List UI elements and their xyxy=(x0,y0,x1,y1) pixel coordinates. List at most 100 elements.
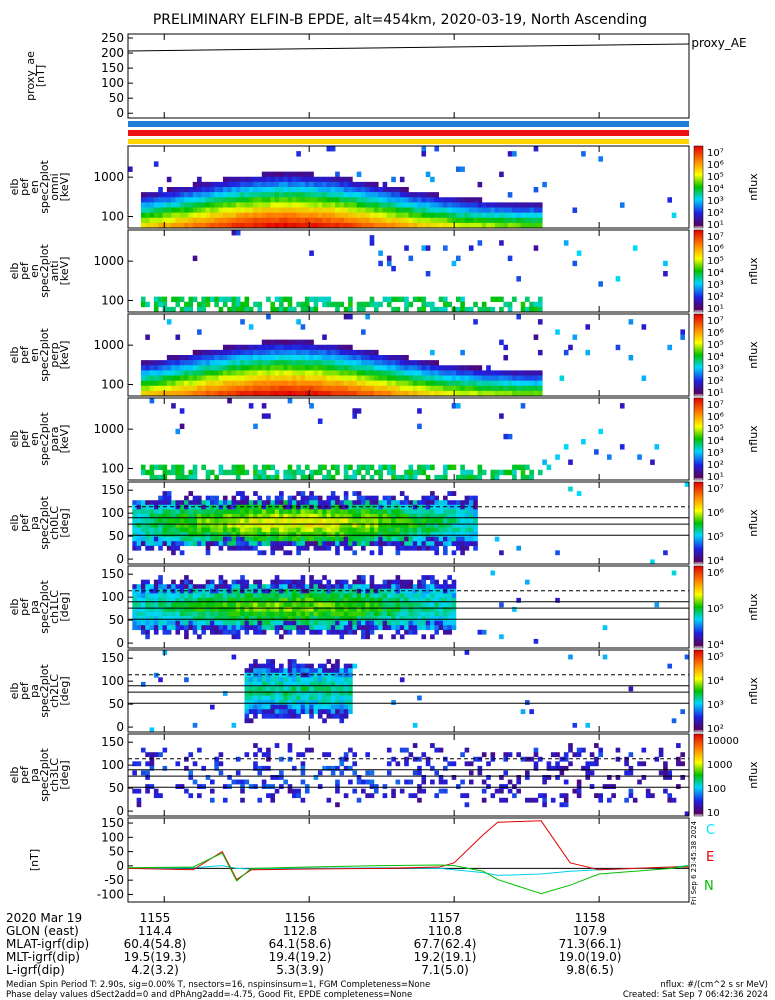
y-tick-label: 0 xyxy=(116,859,124,873)
colorbar-tick-label: 10¹ xyxy=(707,388,724,399)
colorbar-tick-label: 10¹ xyxy=(707,304,724,315)
status-bar-blue xyxy=(128,121,689,127)
y-tick-label: 0 xyxy=(116,636,124,650)
panel-frame xyxy=(127,313,690,397)
y-tick-label: -50 xyxy=(104,873,124,887)
y-tick-label: 100 xyxy=(101,590,124,604)
mlt-1: 19.5(19.3) xyxy=(124,950,187,964)
panel-frame xyxy=(127,481,690,565)
colorbar-tick-label: 10000 xyxy=(707,736,739,747)
mag-series-e xyxy=(127,820,689,881)
colorbar xyxy=(693,145,704,229)
side-timestamp: Fri Sep 6 23:45:38 2024 xyxy=(690,820,698,905)
y-tick-label: 250 xyxy=(101,31,124,45)
colorbar-tick-label: 10⁵ xyxy=(707,172,724,183)
panel-frame xyxy=(127,145,690,229)
y-tick-label: 150 xyxy=(101,816,124,830)
glon-3: 110.8 xyxy=(428,924,462,938)
colorbar-tick-label: 10⁴ xyxy=(707,352,724,363)
colorbar-tick-label: 10⁷ xyxy=(707,400,724,411)
y-tick-label: 1000 xyxy=(93,422,124,436)
mlt-4: 19.0(19.0) xyxy=(559,950,622,964)
panel-frame xyxy=(127,33,690,119)
colorbar-tick-label: 10⁷ xyxy=(707,232,724,243)
panel-ylabel: elbpefenspec2plotanti[keV] xyxy=(8,244,71,298)
y-tick-label: 0 xyxy=(116,720,124,734)
colorbar-tick-label: 10⁶ xyxy=(707,328,724,339)
legend-n: N xyxy=(704,879,714,894)
panel-frame xyxy=(127,649,690,733)
date-1158: 1158 xyxy=(575,911,606,925)
y-tick-label: 50 xyxy=(109,529,124,543)
glon-4: 107.9 xyxy=(573,924,607,938)
mag-legend: C E N xyxy=(704,823,715,894)
panel-ylabel: elbpefpaspec2plotch0LC[deg] xyxy=(8,496,71,550)
panel-ylabel: elbpefenspec2plotperp[keV] xyxy=(8,328,71,382)
y-tick-label: 1000 xyxy=(93,170,124,184)
proxy-ae-legend: proxy_AE xyxy=(691,36,746,50)
colorbar-tick-label: 10⁴ xyxy=(707,640,724,651)
panel-ylabel: elbpefenspec2plotpara[keV] xyxy=(8,412,71,466)
y-tick-label: 50 xyxy=(109,845,124,859)
panel-frame xyxy=(127,397,690,481)
colorbar-tick-label: 10⁴ xyxy=(707,268,724,279)
mlat-3: 67.7(62.4) xyxy=(414,937,477,951)
y-tick-label: 100 xyxy=(101,210,124,224)
colorbar-label: nflux xyxy=(747,425,760,453)
l-3: 7.1(5.0) xyxy=(421,963,469,977)
spectrogram-panels xyxy=(128,146,690,817)
colorbar-tick-label: 10⁶ xyxy=(707,160,724,171)
panel-ylabel: elbpefpaspec2plotch2LC[deg] xyxy=(8,664,71,718)
y-tick-label: 150 xyxy=(101,483,124,497)
date-1155: 1155 xyxy=(140,911,171,925)
panel-proxy-ae: proxy_AE xyxy=(127,33,747,119)
y-tick-label: 1000 xyxy=(93,254,124,268)
colorbar-tick-label: 10³ xyxy=(707,448,724,459)
orbit-status-bars xyxy=(128,121,689,144)
y-tick-label: 100 xyxy=(101,294,124,308)
y-tick-label: 1000 xyxy=(93,338,124,352)
colorbar-tick-label: 10² xyxy=(707,292,724,303)
colorbar-tick-label: 10⁷ xyxy=(707,484,724,495)
mag-series-n xyxy=(127,852,690,895)
colorbar xyxy=(693,229,704,313)
colorbar-tick-label: 10⁵ xyxy=(707,340,724,351)
spectrogram-panel-1 xyxy=(128,146,677,229)
figure-title: PRELIMINARY ELFIN-B EPDE, alt=454km, 202… xyxy=(153,12,647,28)
colorbar-label: nflux xyxy=(747,509,760,537)
footer-left-2: Phase delay values dSect2add=0 and dPhAn… xyxy=(6,990,412,1000)
colorbar xyxy=(693,481,704,565)
bottom-annotations: 2020 Mar 19 GLON (east) MLAT-igrf(dip) M… xyxy=(6,911,768,1000)
colorbar-tick-label: 10⁵ xyxy=(707,424,724,435)
colorbar-tick-label: 10² xyxy=(707,724,724,735)
y-tick-label: 100 xyxy=(101,378,124,392)
colorbar xyxy=(693,733,704,817)
panel-frame xyxy=(127,565,690,649)
y-tick-label: 150 xyxy=(101,651,124,665)
y-tick-label: 200 xyxy=(101,46,124,60)
colorbar xyxy=(693,565,704,649)
colorbar-tick-label: 10⁴ xyxy=(707,556,724,567)
date-1157: 1157 xyxy=(430,911,461,925)
y-tick-label: 50 xyxy=(109,91,124,105)
l-4: 9.8(6.5) xyxy=(566,963,614,977)
spectrogram-panel-5 xyxy=(132,482,690,565)
colorbar-tick-label: 10² xyxy=(707,460,724,471)
y-tick-label: 0 xyxy=(116,804,124,818)
status-bar-red xyxy=(128,130,689,136)
row-label-mlat: MLAT-igrf(dip) xyxy=(6,937,89,951)
y-tick-label: 100 xyxy=(101,462,124,476)
row-label-date: 2020 Mar 19 xyxy=(6,911,82,925)
footer-right-2: Created: Sat Sep 7 06:42:36 2024 xyxy=(623,990,768,1000)
mlat-2: 64.1(58.6) xyxy=(269,937,332,951)
mlt-2: 19.4(19.2) xyxy=(269,950,332,964)
mlt-3: 19.2(19.1) xyxy=(414,950,477,964)
y-tick-label: 50 xyxy=(109,613,124,627)
y-tick-label: 150 xyxy=(101,567,124,581)
colorbar-tick-label: 10³ xyxy=(707,196,724,207)
colorbar-tick-label: 10³ xyxy=(707,280,724,291)
colorbar-tick-label: 10⁶ xyxy=(707,244,724,255)
colorbar-tick-label: 10⁶ xyxy=(707,568,724,579)
footer-left-1: Median Spin Period T: 2.90s, sig=0.00% T… xyxy=(6,980,430,990)
